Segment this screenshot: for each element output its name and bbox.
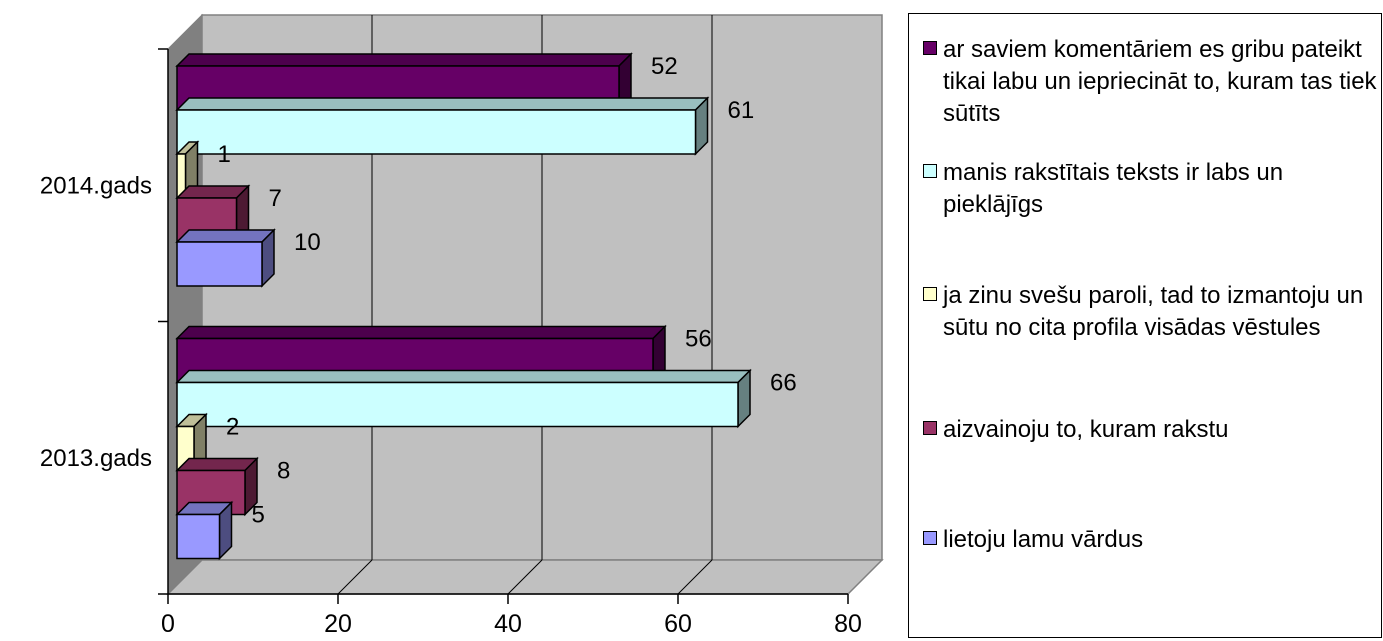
bar [175, 96, 710, 156]
data-label: 52 [651, 53, 678, 80]
legend-swatch [923, 41, 937, 55]
axes [158, 48, 849, 604]
tick-label: 80 [834, 610, 862, 638]
tick-label: 20 [324, 610, 352, 638]
legend-swatch [923, 164, 937, 178]
legend-swatch [923, 421, 937, 435]
legend-label: manis rakstītais teksts ir labs un piekl… [943, 159, 1284, 218]
bar [175, 368, 752, 429]
data-label: 56 [685, 326, 712, 353]
legend-item: lietoju lamu vārdus [923, 524, 1378, 556]
category-label: 2013.gads [40, 445, 152, 472]
legend-item: ja zinu svešu paroli, tad to izmantoju u… [923, 280, 1378, 344]
bar-top [175, 229, 276, 243]
data-label: 2 [226, 414, 239, 441]
data-label: 7 [269, 185, 282, 212]
bar-front [176, 109, 697, 155]
tick-label: 0 [161, 610, 175, 638]
bar-top [175, 457, 259, 472]
category-label: 2014.gads [40, 172, 152, 199]
data-label: 61 [728, 97, 755, 124]
legend-label: ar saviem komentāriem es gribu pateikt t… [943, 36, 1377, 127]
tick-label: 40 [494, 610, 522, 638]
bar [175, 228, 276, 288]
bar-front [176, 381, 739, 428]
bar-top [175, 369, 752, 384]
tick-label: 60 [664, 610, 692, 638]
labels: 52 61 1 7 10 2014.gads 56 66 2 85 2013.gads 0 20 40 60… [40, 53, 862, 638]
bars [175, 52, 752, 561]
data-label: 10 [294, 229, 321, 256]
bar-chart: 52 61 1 7 10 2014.gads 56 66 2 85 2013.gads 0 20 40 60… [40, 13, 884, 638]
legend-label: ja zinu svešu paroli, tad to izmantoju u… [943, 282, 1364, 341]
legend-swatch [923, 287, 937, 301]
bar [175, 500, 234, 561]
bar-front [176, 241, 263, 287]
legend-item: aizvainoju to, kuram rakstu [923, 414, 1378, 446]
gridline [677, 559, 713, 595]
bar-front [176, 513, 221, 560]
legend-label: aizvainoju to, kuram rakstu [943, 416, 1229, 443]
legend: ar saviem komentāriem es gribu pateikt t… [908, 13, 1382, 638]
legend-label: lietoju lamu vārdus [943, 526, 1144, 553]
bar-top [175, 325, 667, 340]
data-label: 5 [252, 502, 265, 529]
data-label: 1 [218, 141, 231, 168]
legend-swatch [923, 531, 937, 545]
bar-top [175, 53, 633, 67]
data-label: 66 [770, 370, 797, 397]
gridline [337, 559, 373, 595]
legend-item: manis rakstītais teksts ir labs un piekl… [923, 157, 1378, 221]
data-label: 8 [277, 458, 290, 485]
gridline [507, 559, 543, 595]
legend-item: ar saviem komentāriem es gribu pateikt t… [923, 34, 1378, 130]
bar-top [175, 97, 710, 111]
